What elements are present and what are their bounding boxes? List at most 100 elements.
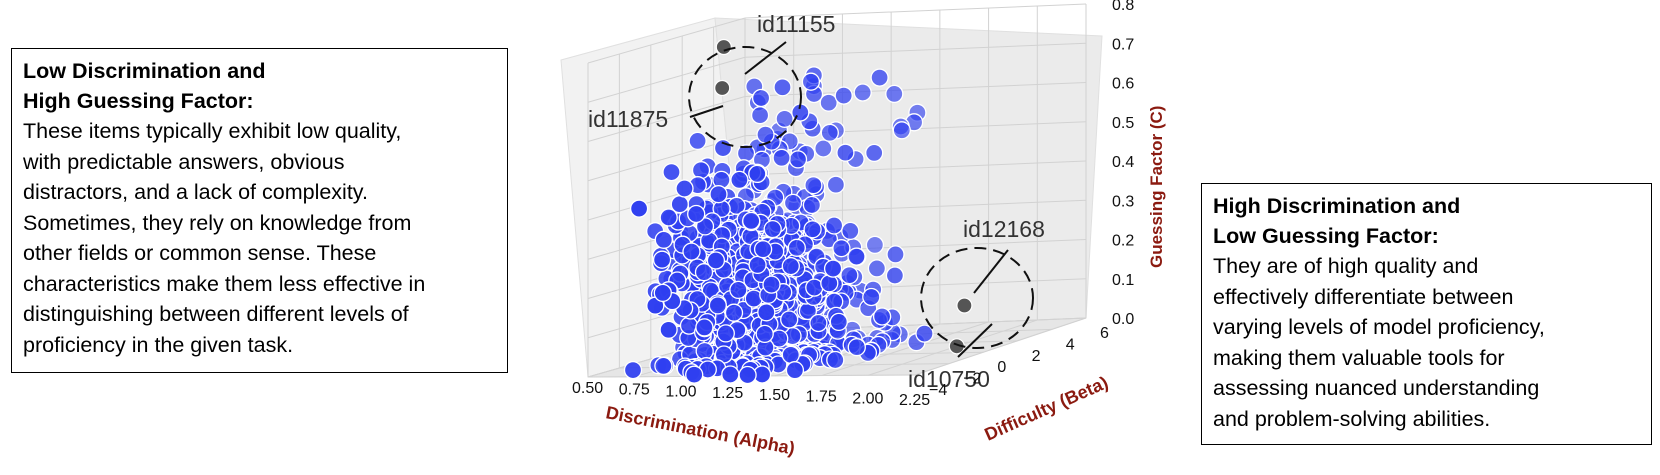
left-body-line: other fields or common sense. These xyxy=(23,241,377,265)
z-tick-label: 0.5 xyxy=(1112,115,1134,132)
right-body-line: effectively differentiate between xyxy=(1213,284,1514,309)
z-tick-label: 0.1 xyxy=(1112,272,1134,289)
data-point xyxy=(892,121,911,140)
data-point xyxy=(751,88,771,108)
data-point xyxy=(763,219,782,239)
data-point xyxy=(757,303,776,322)
data-point xyxy=(826,350,845,370)
data-point xyxy=(659,320,678,339)
x-tick-label: 1.25 xyxy=(712,385,743,402)
data-point xyxy=(840,266,859,285)
z-tick-label: 0.4 xyxy=(1112,154,1134,171)
data-point xyxy=(738,365,757,385)
data-point xyxy=(862,287,881,307)
data-point xyxy=(742,211,761,231)
data-point xyxy=(809,313,828,333)
data-point xyxy=(682,242,701,261)
tick-labels: 0.50 0.75 1.00 1.25 1.50 1.75 2.00 2.25−4 −2 0 2 4 6… xyxy=(572,0,1134,409)
data-point xyxy=(886,245,905,264)
annotation-circle-bottom xyxy=(920,247,1034,349)
x-axis-label: Discrimination (Alpha) xyxy=(604,402,796,458)
annotation-label-id12168: id12168 xyxy=(963,216,1045,242)
data-point xyxy=(724,303,744,322)
data-point xyxy=(670,195,689,214)
y-tick-label: 6 xyxy=(1100,325,1109,342)
data-point xyxy=(685,365,704,384)
data-point xyxy=(805,278,824,297)
x-tick-label: 2.00 xyxy=(852,390,883,407)
grid-line xyxy=(744,42,1087,58)
data-point xyxy=(750,106,770,125)
data-point xyxy=(773,78,792,97)
annotation-line-id11875 xyxy=(689,105,724,118)
data-point xyxy=(775,109,794,128)
data-point xyxy=(659,208,678,227)
x-tick-label: 1.50 xyxy=(759,387,790,404)
right-heading-line2: Low Guessing Factor: xyxy=(1213,224,1439,248)
data-point xyxy=(753,240,773,259)
y-tick-label: 4 xyxy=(1066,336,1075,353)
z-tick-label: 0.6 xyxy=(1112,76,1134,93)
data-point xyxy=(865,143,884,163)
data-point xyxy=(748,164,767,184)
x-tick-label: 1.00 xyxy=(665,383,696,400)
y-tick-label: 2 xyxy=(1032,348,1041,365)
annotation-line-id10750 xyxy=(957,323,993,358)
data-point xyxy=(780,310,799,329)
data-point xyxy=(781,256,800,276)
data-point xyxy=(756,125,775,144)
data-point xyxy=(801,72,821,91)
left-body-line: Sometimes, they rely on knowledge from xyxy=(23,210,412,235)
grid-line xyxy=(587,56,746,103)
annotation-label-id10750: id10750 xyxy=(908,366,990,392)
data-point xyxy=(885,266,905,285)
data-point xyxy=(781,345,800,364)
data-point xyxy=(654,356,673,376)
data-point xyxy=(748,255,767,275)
data-point xyxy=(653,283,672,303)
data-point xyxy=(804,176,823,195)
data-point xyxy=(755,324,774,344)
data-point xyxy=(772,148,791,167)
grid-line xyxy=(914,317,1087,376)
y-tick-label: 0 xyxy=(997,359,1006,376)
y-tick-label: −2 xyxy=(963,371,981,388)
low-discrimination-textbox: Low Discrimination and High Guessing Fac… xyxy=(11,48,508,373)
data-point xyxy=(872,307,892,326)
highlighted-point-id11155 xyxy=(715,38,732,56)
data-point xyxy=(695,217,715,236)
data-point xyxy=(787,238,806,257)
data-point xyxy=(694,263,714,282)
data-point xyxy=(691,161,711,180)
data-point xyxy=(629,199,649,218)
annotation-circle-top xyxy=(688,46,802,148)
right-heading-line1: High Discrimination and xyxy=(1213,194,1461,218)
right-body-line: assessing nuanced understanding xyxy=(1213,376,1540,400)
z-axis-label: Guessing Factor (C) xyxy=(1147,106,1166,268)
right-body-line: varying levels of model proficiency, xyxy=(1213,315,1545,339)
data-point xyxy=(652,250,672,269)
data-point xyxy=(823,259,843,278)
highlighted-point-id12168 xyxy=(956,297,973,314)
data-point xyxy=(654,230,673,249)
z-tick-label: 0.0 xyxy=(1112,311,1134,328)
left-body-line: distractors, and a lack of complexity. xyxy=(23,180,368,204)
data-point xyxy=(853,83,872,102)
left-body-line: distinguishing between different levels … xyxy=(23,302,409,326)
high-discrimination-textbox: High Discrimination and Low Guessing Fac… xyxy=(1201,183,1652,445)
data-point xyxy=(695,341,714,361)
data-point xyxy=(721,365,740,384)
data-point xyxy=(829,312,848,332)
data-point xyxy=(688,131,707,151)
left-heading-line2: High Guessing Factor: xyxy=(23,89,254,113)
data-point xyxy=(824,216,844,235)
grid-line xyxy=(821,321,989,377)
right-body-line: and problem-solving abilities. xyxy=(1213,406,1491,431)
data-point xyxy=(729,280,748,300)
data-point xyxy=(834,86,853,105)
y-tick-label: −4 xyxy=(929,382,947,399)
right-body-line: They are of high quality and xyxy=(1213,254,1479,278)
data-point xyxy=(675,179,694,198)
x-tick-label: 0.75 xyxy=(619,382,650,399)
data-point xyxy=(762,275,781,294)
